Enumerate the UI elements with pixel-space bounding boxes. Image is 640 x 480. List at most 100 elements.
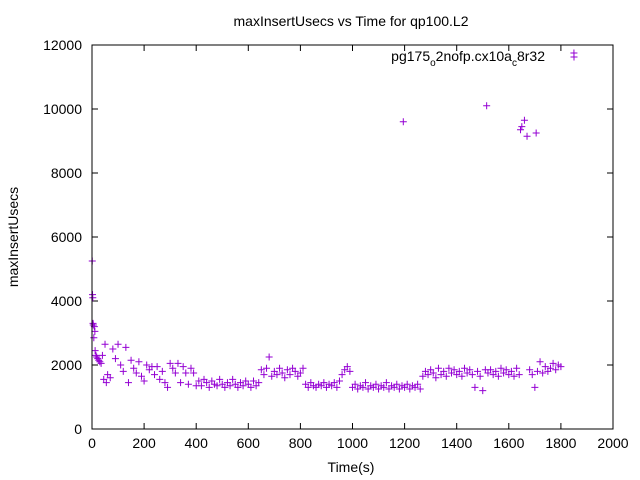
data-point [171,369,179,377]
x-tick-label: 200 [132,435,156,451]
x-tick-label: 0 [88,435,96,451]
data-point [97,359,105,367]
data-point [143,361,151,369]
data-point [101,340,109,348]
legend-label: pg175o2nofp.cx10ac8r32 [391,48,545,69]
data-point [304,383,312,391]
data-point [151,371,159,379]
data-point [429,369,437,377]
data-point [92,351,100,359]
data-point [234,383,242,391]
data-point [351,380,359,388]
data-point [450,366,458,374]
y-tick-label: 12000 [43,37,82,53]
data-point [541,363,549,371]
data-point [187,364,195,372]
x-tick-label: 800 [289,435,313,451]
legend-marker-symbol [570,53,578,61]
data-point [203,379,211,387]
data-point [330,379,338,387]
data-point [528,371,536,379]
data-point [273,371,281,379]
data-point [111,355,119,363]
legend: pg175o2nofp.cx10ac8r32 [391,48,578,69]
data-points [88,49,578,395]
y-axis-label: maxInsertUsecs [5,187,21,287]
data-point [513,364,521,372]
data-point [403,380,411,388]
data-point [255,379,263,387]
data-point [333,383,341,391]
data-point [518,123,526,131]
data-point [106,374,114,382]
data-point [372,380,380,388]
data-point [523,132,531,140]
data-point [265,353,273,361]
data-point [393,380,401,388]
data-point [414,380,422,388]
data-point [552,366,560,374]
data-point [124,379,132,387]
data-point [114,340,122,348]
data-point [140,377,148,385]
data-point [466,366,474,374]
data-point [557,363,565,371]
data-point [229,375,237,383]
data-point [174,359,182,367]
data-point [296,369,304,377]
data-point [117,361,125,369]
data-point [536,358,544,366]
data-point [216,375,224,383]
legend-part-3: 8r32 [517,48,545,64]
data-point [346,367,354,375]
data-point [507,367,515,375]
data-point [257,366,265,374]
data-point [179,363,187,371]
data-point [119,367,127,375]
data-point [424,371,432,379]
data-point [153,363,161,371]
data-point [520,116,528,124]
data-point [122,343,130,351]
x-tick-label: 1800 [545,435,576,451]
x-tick-label: 1400 [441,435,472,451]
data-point [184,380,192,388]
data-point [91,347,99,355]
data-point [161,379,169,387]
y-tick-label: 0 [74,421,82,437]
x-axis-label: Time(s) [328,459,375,475]
data-point [135,358,143,366]
data-point [458,372,466,380]
data-point [440,367,448,375]
data-point [177,379,185,387]
x-tick-label: 400 [185,435,209,451]
data-point [517,126,525,134]
data-point [455,367,463,375]
data-point [213,382,221,390]
data-point [492,367,500,375]
data-point [239,382,247,390]
y-tick-label: 2000 [51,357,82,373]
data-point [442,372,450,380]
data-point [531,383,539,391]
data-point [89,321,97,329]
data-point [416,385,424,393]
data-point [164,383,172,391]
y-tick-label: 10000 [43,101,82,117]
data-point [109,345,117,353]
axis-ticks: 0 200 400 600 800 1000 1200 1400 1600 1800 2000 0 20… [43,37,629,451]
data-point [399,118,407,126]
data-point [130,364,138,372]
data-point [195,377,203,385]
data-point [158,367,166,375]
data-point [483,102,491,110]
data-point [432,374,440,382]
data-point [286,371,294,379]
x-tick-label: 1000 [337,435,368,451]
data-point [98,351,106,359]
chart-title: maxInsertUsecs vs Time for qp100.L2 [234,13,469,29]
data-point [338,371,346,379]
data-point [166,359,174,367]
data-point [533,367,541,375]
